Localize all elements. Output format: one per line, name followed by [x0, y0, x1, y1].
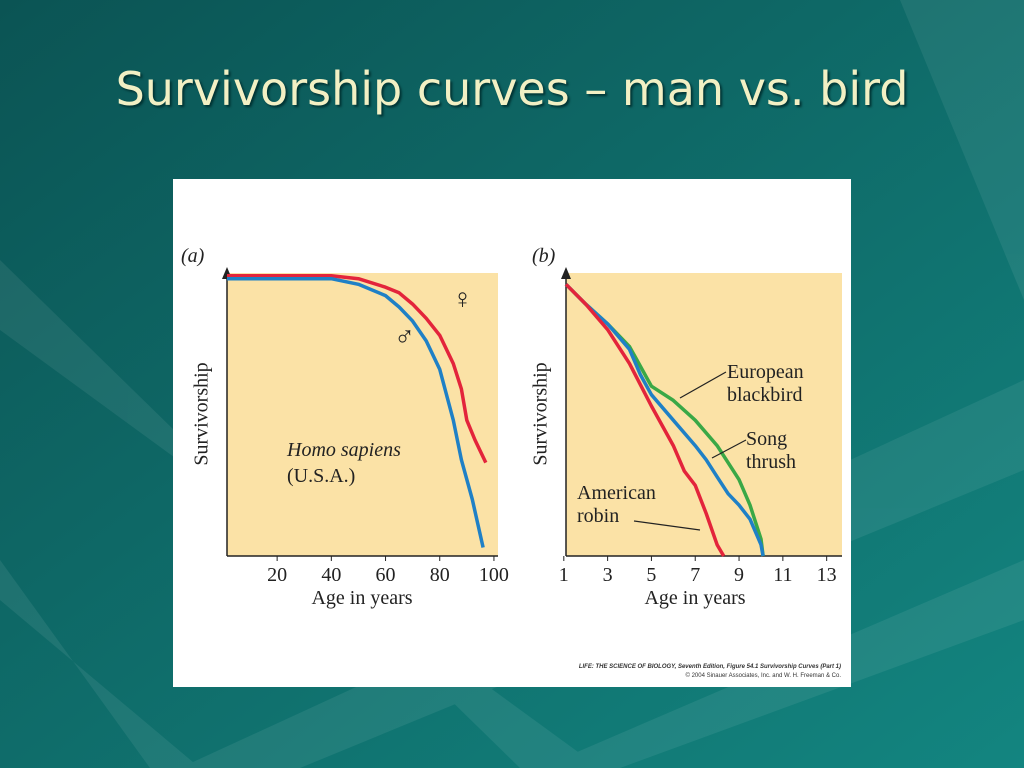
panel-label: (b) [532, 245, 556, 267]
survivorship-curve [564, 283, 765, 557]
x-tick-label: 40 [321, 564, 341, 586]
x-tick-label: 3 [603, 564, 613, 586]
series-label: ♂ [394, 322, 415, 353]
x-tick-label: 60 [376, 564, 396, 586]
y-axis-label: Survivorship [191, 362, 213, 465]
survivorship-curve [564, 283, 726, 557]
x-axis-label: Age in years [311, 587, 412, 609]
y-axis-label: Survivorship [530, 362, 552, 465]
x-tick-label: 13 [817, 564, 837, 586]
survivorship-curve [227, 276, 485, 548]
x-tick-label: 1 [559, 564, 569, 586]
panel-label: (a) [181, 245, 205, 267]
series-label: American robin [577, 482, 656, 527]
credit: © 2004 Sinauer Associates, Inc. and W. H… [685, 673, 842, 679]
charts: 20 40 60 80 100 (a) Survivorship Age in years Ho… [181, 245, 842, 609]
x-tick-label: 11 [773, 564, 792, 586]
plot-area [227, 273, 498, 556]
credit: LIFE: THE SCIENCE OF BIOLOGY, Seventh Ed… [578, 664, 841, 670]
label-leader [633, 520, 701, 531]
slide-title: Survivorship curves – man vs. bird [115, 62, 909, 116]
series-label: European blackbird [727, 361, 804, 406]
series-label: ♀ [452, 284, 473, 315]
axis-arrow [561, 267, 571, 279]
survivorship-curve [227, 274, 488, 464]
x-tick-label: 9 [734, 564, 744, 586]
x-tick-label: 7 [690, 564, 700, 586]
x-axis-label: Age in years [644, 587, 745, 609]
x-tick-label: 20 [267, 564, 287, 586]
series-label: Song thrush [746, 428, 796, 473]
label-leader [711, 439, 747, 459]
annotation: (U.S.A.) [287, 465, 355, 487]
x-tick-label: 100 [479, 564, 509, 586]
x-tick-label: 5 [646, 564, 656, 586]
label-leader [679, 371, 727, 399]
x-tick-label: 80 [430, 564, 450, 586]
annotation: Homo sapiens [286, 439, 401, 461]
